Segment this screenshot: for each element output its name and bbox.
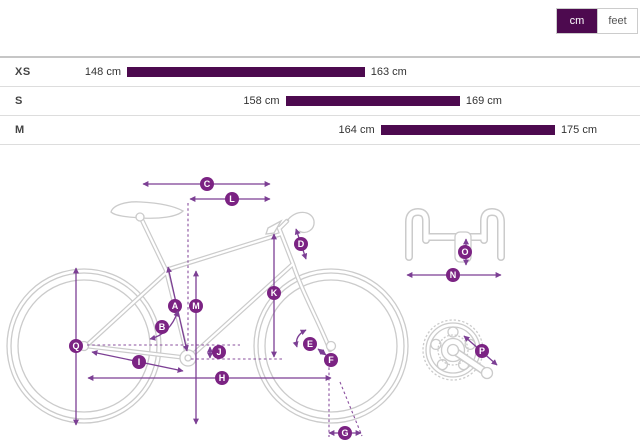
dim-J: J xyxy=(207,345,226,359)
brake-hood xyxy=(265,219,283,235)
max-height-label: 175 cm xyxy=(560,124,598,136)
height-range-bar xyxy=(127,67,365,77)
min-height-label: 158 cm xyxy=(243,95,280,107)
svg-text:H: H xyxy=(219,373,226,383)
size-row-xs: XS 148 cm 163 cm xyxy=(0,58,640,87)
pedal-axle xyxy=(480,366,494,380)
svg-text:F: F xyxy=(328,355,334,365)
unit-cm-button[interactable]: cm xyxy=(557,9,597,33)
svg-text:P: P xyxy=(479,346,485,356)
unit-feet-button[interactable]: feet xyxy=(597,9,637,33)
size-row-m: M 164 cm 175 cm xyxy=(0,116,640,145)
svg-text:E: E xyxy=(307,339,313,349)
svg-text:G: G xyxy=(341,428,348,438)
size-label: S xyxy=(15,95,23,107)
max-height-label: 163 cm xyxy=(370,66,407,78)
dim-F: F xyxy=(317,348,338,367)
front-wheel xyxy=(253,268,409,424)
handlebar-curl xyxy=(286,211,315,234)
reference-dotted-lines xyxy=(87,203,363,437)
svg-text:I: I xyxy=(138,357,141,367)
min-height-label: 164 cm xyxy=(338,124,375,136)
bottom-bracket xyxy=(179,349,197,367)
dim-P: P xyxy=(463,335,498,366)
svg-text:D: D xyxy=(298,239,305,249)
svg-text:B: B xyxy=(159,322,166,332)
dim-B: B xyxy=(149,310,180,341)
dimension-annotations: C L D K M A B xyxy=(69,177,502,440)
svg-text:A: A xyxy=(172,301,179,311)
dim-E: E xyxy=(292,329,317,351)
svg-text:C: C xyxy=(204,179,211,189)
size-label: XS xyxy=(15,66,31,78)
svg-text:O: O xyxy=(461,247,468,257)
saddle-clamp xyxy=(135,212,145,222)
dim-O: O xyxy=(458,238,472,266)
dim-H: H xyxy=(87,371,332,385)
height-range-bar xyxy=(285,96,460,106)
svg-text:Q: Q xyxy=(72,341,79,351)
svg-text:J: J xyxy=(216,347,221,357)
rider-height-table: XS 148 cm 163 cm S 158 cm 169 cm M 164 c… xyxy=(0,56,640,145)
size-row-s: S 158 cm 169 cm xyxy=(0,87,640,116)
size-label: M xyxy=(15,124,25,136)
front-axle xyxy=(325,340,337,352)
svg-text:M: M xyxy=(192,301,200,311)
bike-side-view-drawing xyxy=(6,201,409,424)
dim-G: G xyxy=(328,426,362,440)
dim-A: A xyxy=(166,266,189,352)
dim-N: N xyxy=(406,268,502,282)
dim-M: M xyxy=(189,270,203,425)
geometry-diagram: C L D K M A B xyxy=(6,177,640,440)
steering-axis-reference xyxy=(339,381,363,437)
dim-I: I xyxy=(91,350,184,373)
svg-text:N: N xyxy=(450,270,457,280)
dim-D: D xyxy=(294,228,308,260)
unit-toggle: cm feet xyxy=(556,8,638,34)
height-range-bar xyxy=(380,125,555,135)
handlebar-front-view-drawing xyxy=(409,212,501,263)
max-height-label: 169 cm xyxy=(465,95,502,107)
dim-C: C xyxy=(142,177,271,191)
min-height-label: 148 cm xyxy=(84,66,121,78)
rear-wheel xyxy=(6,268,162,424)
dim-L: L xyxy=(189,192,271,206)
svg-text:K: K xyxy=(271,288,278,298)
svg-text:L: L xyxy=(229,194,235,204)
saddle xyxy=(110,201,185,219)
dim-Q: Q xyxy=(69,267,83,426)
dim-K: K xyxy=(267,233,281,358)
